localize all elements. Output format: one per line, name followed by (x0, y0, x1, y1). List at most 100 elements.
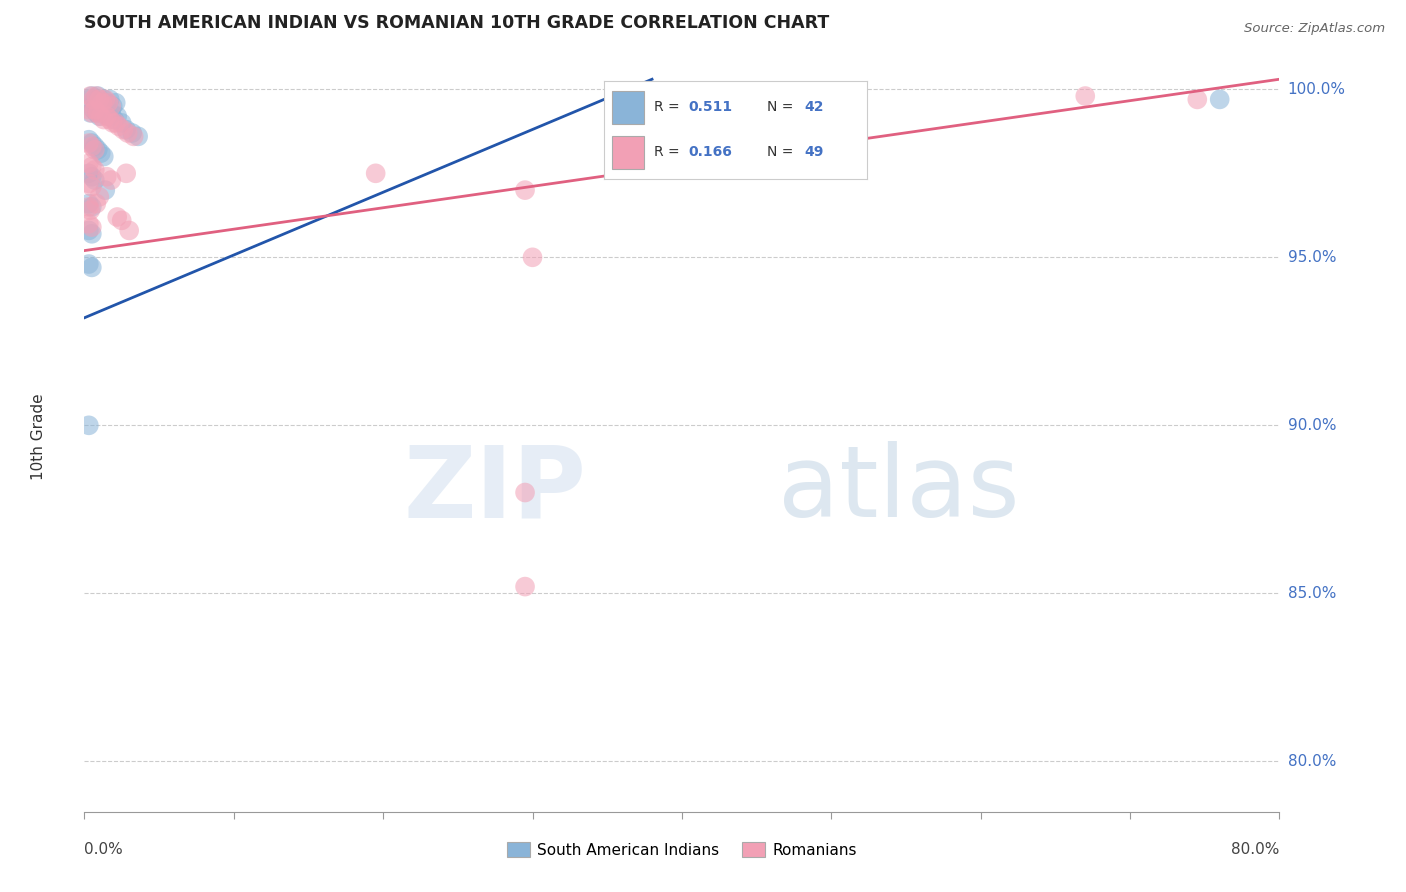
Point (100, 173, 122, 187)
Point (80, 139, 103, 153)
Point (91, 106, 114, 120)
Text: Source: ZipAtlas.com: Source: ZipAtlas.com (1244, 22, 1385, 36)
Point (82, 103, 104, 117)
Point (80, 227, 103, 241)
Point (101, 99, 124, 113)
Point (89, 92, 111, 106)
Point (98, 112, 121, 127)
Point (80, 136, 103, 150)
Point (77, 177, 100, 191)
Point (83, 103, 105, 117)
Text: ZIP: ZIP (404, 441, 586, 538)
Point (98, 92, 121, 106)
Point (79, 89, 101, 103)
Text: 0.0%: 0.0% (84, 842, 124, 857)
Point (77, 257, 100, 271)
Point (77, 166, 100, 180)
Point (104, 116, 127, 130)
Point (80, 179, 103, 194)
Point (80, 106, 103, 120)
Point (87, 106, 110, 120)
Point (90, 146, 112, 161)
Point (80, 89, 103, 103)
Point (107, 120, 129, 134)
Point (94, 92, 117, 106)
Text: 95.0%: 95.0% (1288, 250, 1336, 265)
Point (513, 183, 536, 197)
Point (79, 106, 101, 120)
Point (112, 122, 135, 136)
Point (104, 95, 127, 110)
Point (115, 122, 138, 136)
Point (1187, 92, 1209, 106)
Point (111, 116, 134, 130)
Point (96, 95, 118, 110)
Point (97, 95, 120, 110)
Point (90, 95, 112, 110)
Point (118, 223, 141, 237)
Text: 90.0%: 90.0% (1288, 417, 1336, 433)
Point (91, 95, 114, 110)
Point (83, 92, 105, 106)
Text: 80.0%: 80.0% (1288, 754, 1336, 769)
Point (513, 485, 536, 500)
Point (105, 210, 128, 224)
Point (364, 166, 387, 180)
Text: 100.0%: 100.0% (1288, 82, 1346, 97)
Point (83, 163, 105, 178)
Point (77, 217, 100, 231)
Point (513, 580, 536, 594)
Point (122, 129, 145, 144)
Text: atlas: atlas (778, 441, 1019, 538)
Point (101, 116, 124, 130)
Point (121, 126, 143, 140)
Point (87, 143, 110, 157)
Point (105, 109, 128, 123)
Point (93, 112, 115, 127)
Point (80, 169, 103, 184)
Point (86, 89, 108, 103)
Point (93, 149, 115, 163)
Point (522, 250, 544, 264)
Point (115, 166, 138, 180)
Point (77, 196, 100, 211)
Point (77, 200, 100, 214)
Point (94, 183, 117, 197)
Point (83, 143, 105, 157)
Point (79, 203, 101, 218)
Point (77, 136, 100, 150)
Point (83, 173, 105, 187)
Point (77, 418, 100, 433)
Point (96, 169, 118, 184)
Point (127, 129, 149, 144)
Legend: South American Indians, Romanians: South American Indians, Romanians (501, 837, 863, 864)
Point (80, 220, 103, 235)
Point (93, 92, 115, 106)
Text: 80.0%: 80.0% (1232, 842, 1279, 857)
Point (77, 103, 100, 117)
Point (96, 109, 118, 123)
Text: 85.0%: 85.0% (1288, 586, 1336, 601)
Point (77, 223, 100, 237)
Point (86, 106, 108, 120)
Text: SOUTH AMERICAN INDIAN VS ROMANIAN 10TH GRADE CORRELATION CHART: SOUTH AMERICAN INDIAN VS ROMANIAN 10TH G… (84, 14, 830, 32)
Point (83, 139, 105, 153)
Point (80, 200, 103, 214)
Point (97, 109, 120, 123)
Point (100, 99, 122, 113)
Point (82, 92, 104, 106)
Point (94, 103, 117, 117)
Point (80, 160, 103, 174)
Point (100, 106, 122, 120)
Point (87, 89, 110, 103)
Point (1209, 92, 1232, 106)
Point (111, 213, 134, 227)
Point (77, 92, 100, 106)
Text: 10th Grade: 10th Grade (31, 393, 46, 481)
Point (1074, 89, 1097, 103)
Point (80, 260, 103, 275)
Point (117, 126, 139, 140)
Point (77, 156, 100, 170)
Point (103, 112, 125, 127)
Point (89, 109, 111, 123)
